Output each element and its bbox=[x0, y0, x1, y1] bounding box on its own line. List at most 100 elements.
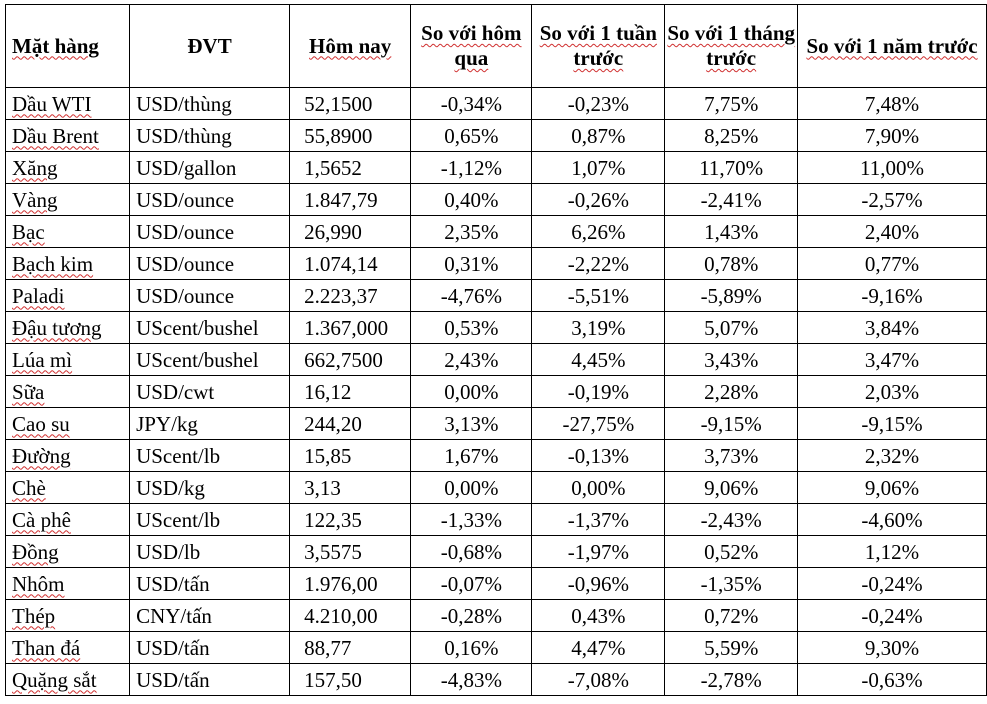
cell-vs-yesterday: 0,16% bbox=[410, 631, 533, 664]
header-cell-today: Hôm nay bbox=[289, 4, 412, 88]
cell-vs-1-year: 3,84% bbox=[797, 311, 987, 344]
cell-unit: USD/ounce bbox=[129, 247, 291, 280]
cell-commodity: Bạch kim bbox=[4, 247, 131, 280]
cell-vs-1-month: -2,41% bbox=[664, 183, 799, 216]
cell-vs-1-year: 9,30% bbox=[797, 631, 987, 664]
cell-vs-1-week: -0,19% bbox=[531, 375, 666, 408]
cell-vs-1-week: 4,47% bbox=[531, 631, 666, 664]
cell-vs-1-month: 5,59% bbox=[664, 631, 799, 664]
cell-vs-yesterday: 3,13% bbox=[410, 407, 533, 440]
header-row: Mặt hàng ĐVT Hôm nay So với hôm qua So v… bbox=[4, 4, 987, 88]
cell-unit: USD/ounce bbox=[129, 215, 291, 248]
cell-vs-1-month: 3,73% bbox=[664, 439, 799, 472]
cell-vs-yesterday: 0,65% bbox=[410, 119, 533, 152]
table-row: Sữa USD/cwt 16,12 0,00% -0,19% 2,28% 2,03% bbox=[4, 375, 987, 408]
cell-vs-1-week: -5,51% bbox=[531, 279, 666, 312]
cell-commodity: Than đá bbox=[4, 631, 131, 664]
cell-unit: USD/gallon bbox=[129, 151, 291, 184]
table-row: Dầu Brent USD/thùng 55,8900 0,65% 0,87% 8,25%… bbox=[4, 119, 987, 152]
cell-unit: CNY/tấn bbox=[129, 599, 291, 632]
cell-commodity: Xăng bbox=[4, 151, 131, 184]
cell-commodity: Chè bbox=[4, 471, 131, 504]
cell-vs-1-week: -0,13% bbox=[531, 439, 666, 472]
cell-commodity: Bạc bbox=[4, 215, 131, 248]
cell-vs-1-year: -9,15% bbox=[797, 407, 987, 440]
cell-vs-1-week: -0,26% bbox=[531, 183, 666, 216]
cell-vs-1-month: -9,15% bbox=[664, 407, 799, 440]
cell-commodity: Dầu Brent bbox=[4, 119, 131, 152]
cell-commodity: Quặng sắt bbox=[4, 663, 131, 696]
table-row: Bạc USD/ounce 26,990 2,35% 6,26% 1,43% 2,40% bbox=[4, 215, 987, 248]
cell-vs-1-year: 3,47% bbox=[797, 343, 987, 376]
cell-vs-yesterday: -4,83% bbox=[410, 663, 533, 696]
cell-vs-1-month: -1,35% bbox=[664, 567, 799, 600]
cell-today: 1.847,79 bbox=[289, 183, 412, 216]
cell-vs-1-year: 7,90% bbox=[797, 119, 987, 152]
cell-vs-1-week: 6,26% bbox=[531, 215, 666, 248]
cell-vs-yesterday: 0,00% bbox=[410, 375, 533, 408]
cell-today: 122,35 bbox=[289, 503, 412, 536]
cell-commodity: Cà phê bbox=[4, 503, 131, 536]
cell-vs-yesterday: -4,76% bbox=[410, 279, 533, 312]
cell-vs-1-month: -2,43% bbox=[664, 503, 799, 536]
cell-unit: USD/tấn bbox=[129, 663, 291, 696]
cell-vs-yesterday: 0,40% bbox=[410, 183, 533, 216]
cell-vs-1-year: 1,12% bbox=[797, 535, 987, 568]
table-row: Đồng USD/lb 3,5575 -0,68% -1,97% 0,52% 1,12% bbox=[4, 535, 987, 568]
cell-vs-1-month: 0,72% bbox=[664, 599, 799, 632]
cell-today: 1,5652 bbox=[289, 151, 412, 184]
table-row: Vàng USD/ounce 1.847,79 0,40% -0,26% -2,41% -2… bbox=[4, 183, 987, 216]
cell-vs-1-week: -7,08% bbox=[531, 663, 666, 696]
cell-vs-1-year: -0,63% bbox=[797, 663, 987, 696]
cell-vs-yesterday: 0,31% bbox=[410, 247, 533, 280]
cell-unit: USD/ounce bbox=[129, 183, 291, 216]
header-cell-vs-1-week: So với 1 tuần trước bbox=[531, 4, 666, 88]
cell-commodity: Cao su bbox=[4, 407, 131, 440]
cell-vs-1-week: -2,22% bbox=[531, 247, 666, 280]
table-row: Than đá USD/tấn 88,77 0,16% 4,47% 5,59% 9,30% bbox=[4, 631, 987, 664]
cell-vs-yesterday: -1,33% bbox=[410, 503, 533, 536]
cell-vs-1-month: 8,25% bbox=[664, 119, 799, 152]
cell-today: 1.976,00 bbox=[289, 567, 412, 600]
cell-vs-1-year: -0,24% bbox=[797, 599, 987, 632]
table-row: Thép CNY/tấn 4.210,00 -0,28% 0,43% 0,72% -0,24… bbox=[4, 599, 987, 632]
cell-vs-1-year: -0,24% bbox=[797, 567, 987, 600]
commodity-price-table: Mặt hàng ĐVT Hôm nay So với hôm qua So v… bbox=[4, 4, 987, 696]
cell-vs-1-month: 1,43% bbox=[664, 215, 799, 248]
cell-vs-1-year: 2,32% bbox=[797, 439, 987, 472]
cell-commodity: Sữa bbox=[4, 375, 131, 408]
cell-unit: USD/thùng bbox=[129, 87, 291, 120]
cell-unit: USD/tấn bbox=[129, 631, 291, 664]
cell-unit: USD/thùng bbox=[129, 119, 291, 152]
cell-today: 157,50 bbox=[289, 663, 412, 696]
cell-vs-1-week: 0,00% bbox=[531, 471, 666, 504]
cell-vs-1-year: 9,06% bbox=[797, 471, 987, 504]
table-row: Quặng sắt USD/tấn 157,50 -4,83% -7,08% -2,78%… bbox=[4, 663, 987, 696]
table-row: Paladi USD/ounce 2.223,37 -4,76% -5,51% -5,89… bbox=[4, 279, 987, 312]
cell-unit: UScent/lb bbox=[129, 503, 291, 536]
cell-vs-yesterday: 2,43% bbox=[410, 343, 533, 376]
cell-vs-1-week: 0,43% bbox=[531, 599, 666, 632]
table-row: Đường UScent/lb 15,85 1,67% -0,13% 3,73% 2,32% bbox=[4, 439, 987, 472]
cell-commodity: Nhôm bbox=[4, 567, 131, 600]
cell-commodity: Paladi bbox=[4, 279, 131, 312]
cell-unit: UScent/bushel bbox=[129, 311, 291, 344]
cell-commodity: Thép bbox=[4, 599, 131, 632]
header-cell-vs-1-year: So với 1 năm trước bbox=[797, 4, 987, 88]
header-cell-vs-yesterday: So với hôm qua bbox=[410, 4, 533, 88]
cell-vs-1-week: 3,19% bbox=[531, 311, 666, 344]
cell-vs-1-month: 5,07% bbox=[664, 311, 799, 344]
cell-today: 3,13 bbox=[289, 471, 412, 504]
table-row: Cà phê UScent/lb 122,35 -1,33% -1,37% -2,43% -… bbox=[4, 503, 987, 536]
cell-vs-yesterday: 2,35% bbox=[410, 215, 533, 248]
cell-unit: USD/ounce bbox=[129, 279, 291, 312]
cell-today: 1.367,000 bbox=[289, 311, 412, 344]
cell-unit: UScent/lb bbox=[129, 439, 291, 472]
cell-vs-1-month: 2,28% bbox=[664, 375, 799, 408]
cell-vs-1-year: -9,16% bbox=[797, 279, 987, 312]
cell-vs-1-year: 7,48% bbox=[797, 87, 987, 120]
header-cell-unit: ĐVT bbox=[129, 4, 291, 88]
table-row: Xăng USD/gallon 1,5652 -1,12% 1,07% 11,70% 11,… bbox=[4, 151, 987, 184]
cell-vs-1-year: 0,77% bbox=[797, 247, 987, 280]
cell-vs-1-week: -1,97% bbox=[531, 535, 666, 568]
